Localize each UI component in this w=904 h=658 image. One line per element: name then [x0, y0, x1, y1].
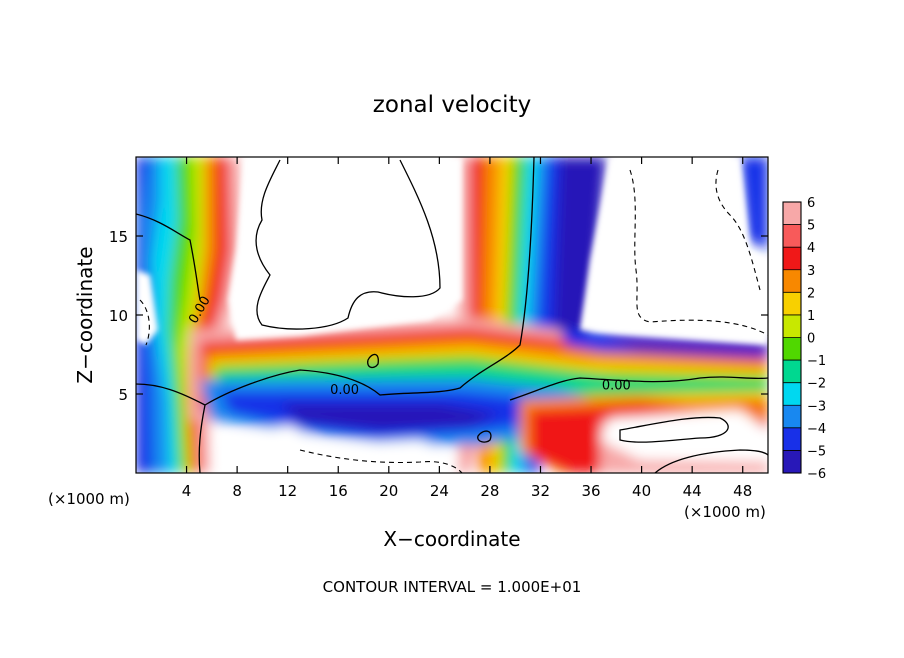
colorbar-swatch: [783, 202, 801, 226]
x-tick-label: 28: [480, 482, 499, 500]
colorbar-label: −4: [807, 422, 826, 437]
x-tick-label: 8: [232, 482, 242, 500]
colorbar-swatch: [783, 314, 801, 338]
colorbar-label: 0: [807, 332, 815, 347]
colorbar-label: −6: [807, 467, 826, 482]
contour-label: 0.00: [602, 378, 631, 393]
colorbar-label: 2: [807, 286, 815, 301]
x-tick-label: 12: [278, 482, 297, 500]
colorbar-swatch: [783, 382, 801, 406]
x-tick-label: 16: [329, 482, 348, 500]
y-axis: 5 10 15: [109, 228, 768, 404]
colorbar-label: 4: [807, 241, 815, 256]
colorbar-label: −3: [807, 399, 826, 414]
contour-lines: [136, 157, 768, 473]
colorbar-swatch: [783, 337, 801, 361]
colorbar: 6 5 4 3 2 1 0 −1 −2 −3 −4 −5 −6: [782, 196, 826, 482]
chart-title: zonal velocity: [373, 92, 531, 118]
colorbar-swatch: [783, 224, 801, 248]
x-unit-left: (×1000 m): [48, 490, 130, 508]
x-tick-label: 44: [683, 482, 702, 500]
x-tick-label: 4: [182, 482, 192, 500]
colorbar-swatch: [783, 360, 801, 384]
colorbar-label: −1: [807, 354, 826, 369]
contour-interval-note: CONTOUR INTERVAL = 1.000E+01: [323, 578, 582, 596]
contour-label: 0.00: [330, 383, 359, 398]
x-tick-label: 40: [632, 482, 651, 500]
colorbar-label: 5: [807, 219, 815, 234]
contour-bottom-right: [654, 449, 768, 473]
negative-contours: [139, 169, 768, 473]
colorbar-label: −2: [807, 377, 826, 392]
contour-small-loop: [367, 353, 379, 369]
colorbar-swatch: [783, 405, 801, 429]
x-tick-label: 36: [581, 482, 600, 500]
weak-flow-regions: [136, 157, 768, 345]
colorbar-swatch: [783, 247, 801, 271]
contour-lower-right: [619, 416, 729, 443]
y-tick-label: 15: [109, 228, 128, 246]
x-tick-label: 24: [430, 482, 449, 500]
zero-contour-right: [509, 376, 768, 401]
colorbar-label: 3: [807, 264, 815, 279]
zero-contour-left: [136, 213, 201, 301]
x-unit-right: (×1000 m): [684, 503, 766, 521]
colorbar-label: 1: [807, 309, 815, 324]
contour-small-loop-2: [477, 430, 492, 443]
x-axis-label: X−coordinate: [383, 527, 520, 551]
y-tick-label: 5: [118, 386, 128, 404]
colorbar-label: −5: [807, 444, 826, 459]
colorbar-swatch: [783, 292, 801, 316]
y-tick-label: 10: [109, 307, 128, 325]
x-tick-label: 32: [531, 482, 550, 500]
x-tick-label: 20: [379, 482, 398, 500]
colorbar-label: 6: [807, 196, 815, 211]
heatmap-field: 0.000.00 0.00: [136, 157, 768, 473]
colorbar-swatch: [783, 427, 801, 451]
y-axis-label: Z−coordinate: [73, 246, 97, 383]
colorbar-swatch: [783, 269, 801, 293]
x-tick-label: 48: [733, 482, 752, 500]
colorbar-swatch: [783, 450, 801, 474]
x-axis: 4 8 12 16 20 24 28 32 36 40 44 48: [182, 157, 752, 500]
zero-contour-mid: [204, 157, 535, 406]
contour-upper-white: [255, 159, 441, 330]
